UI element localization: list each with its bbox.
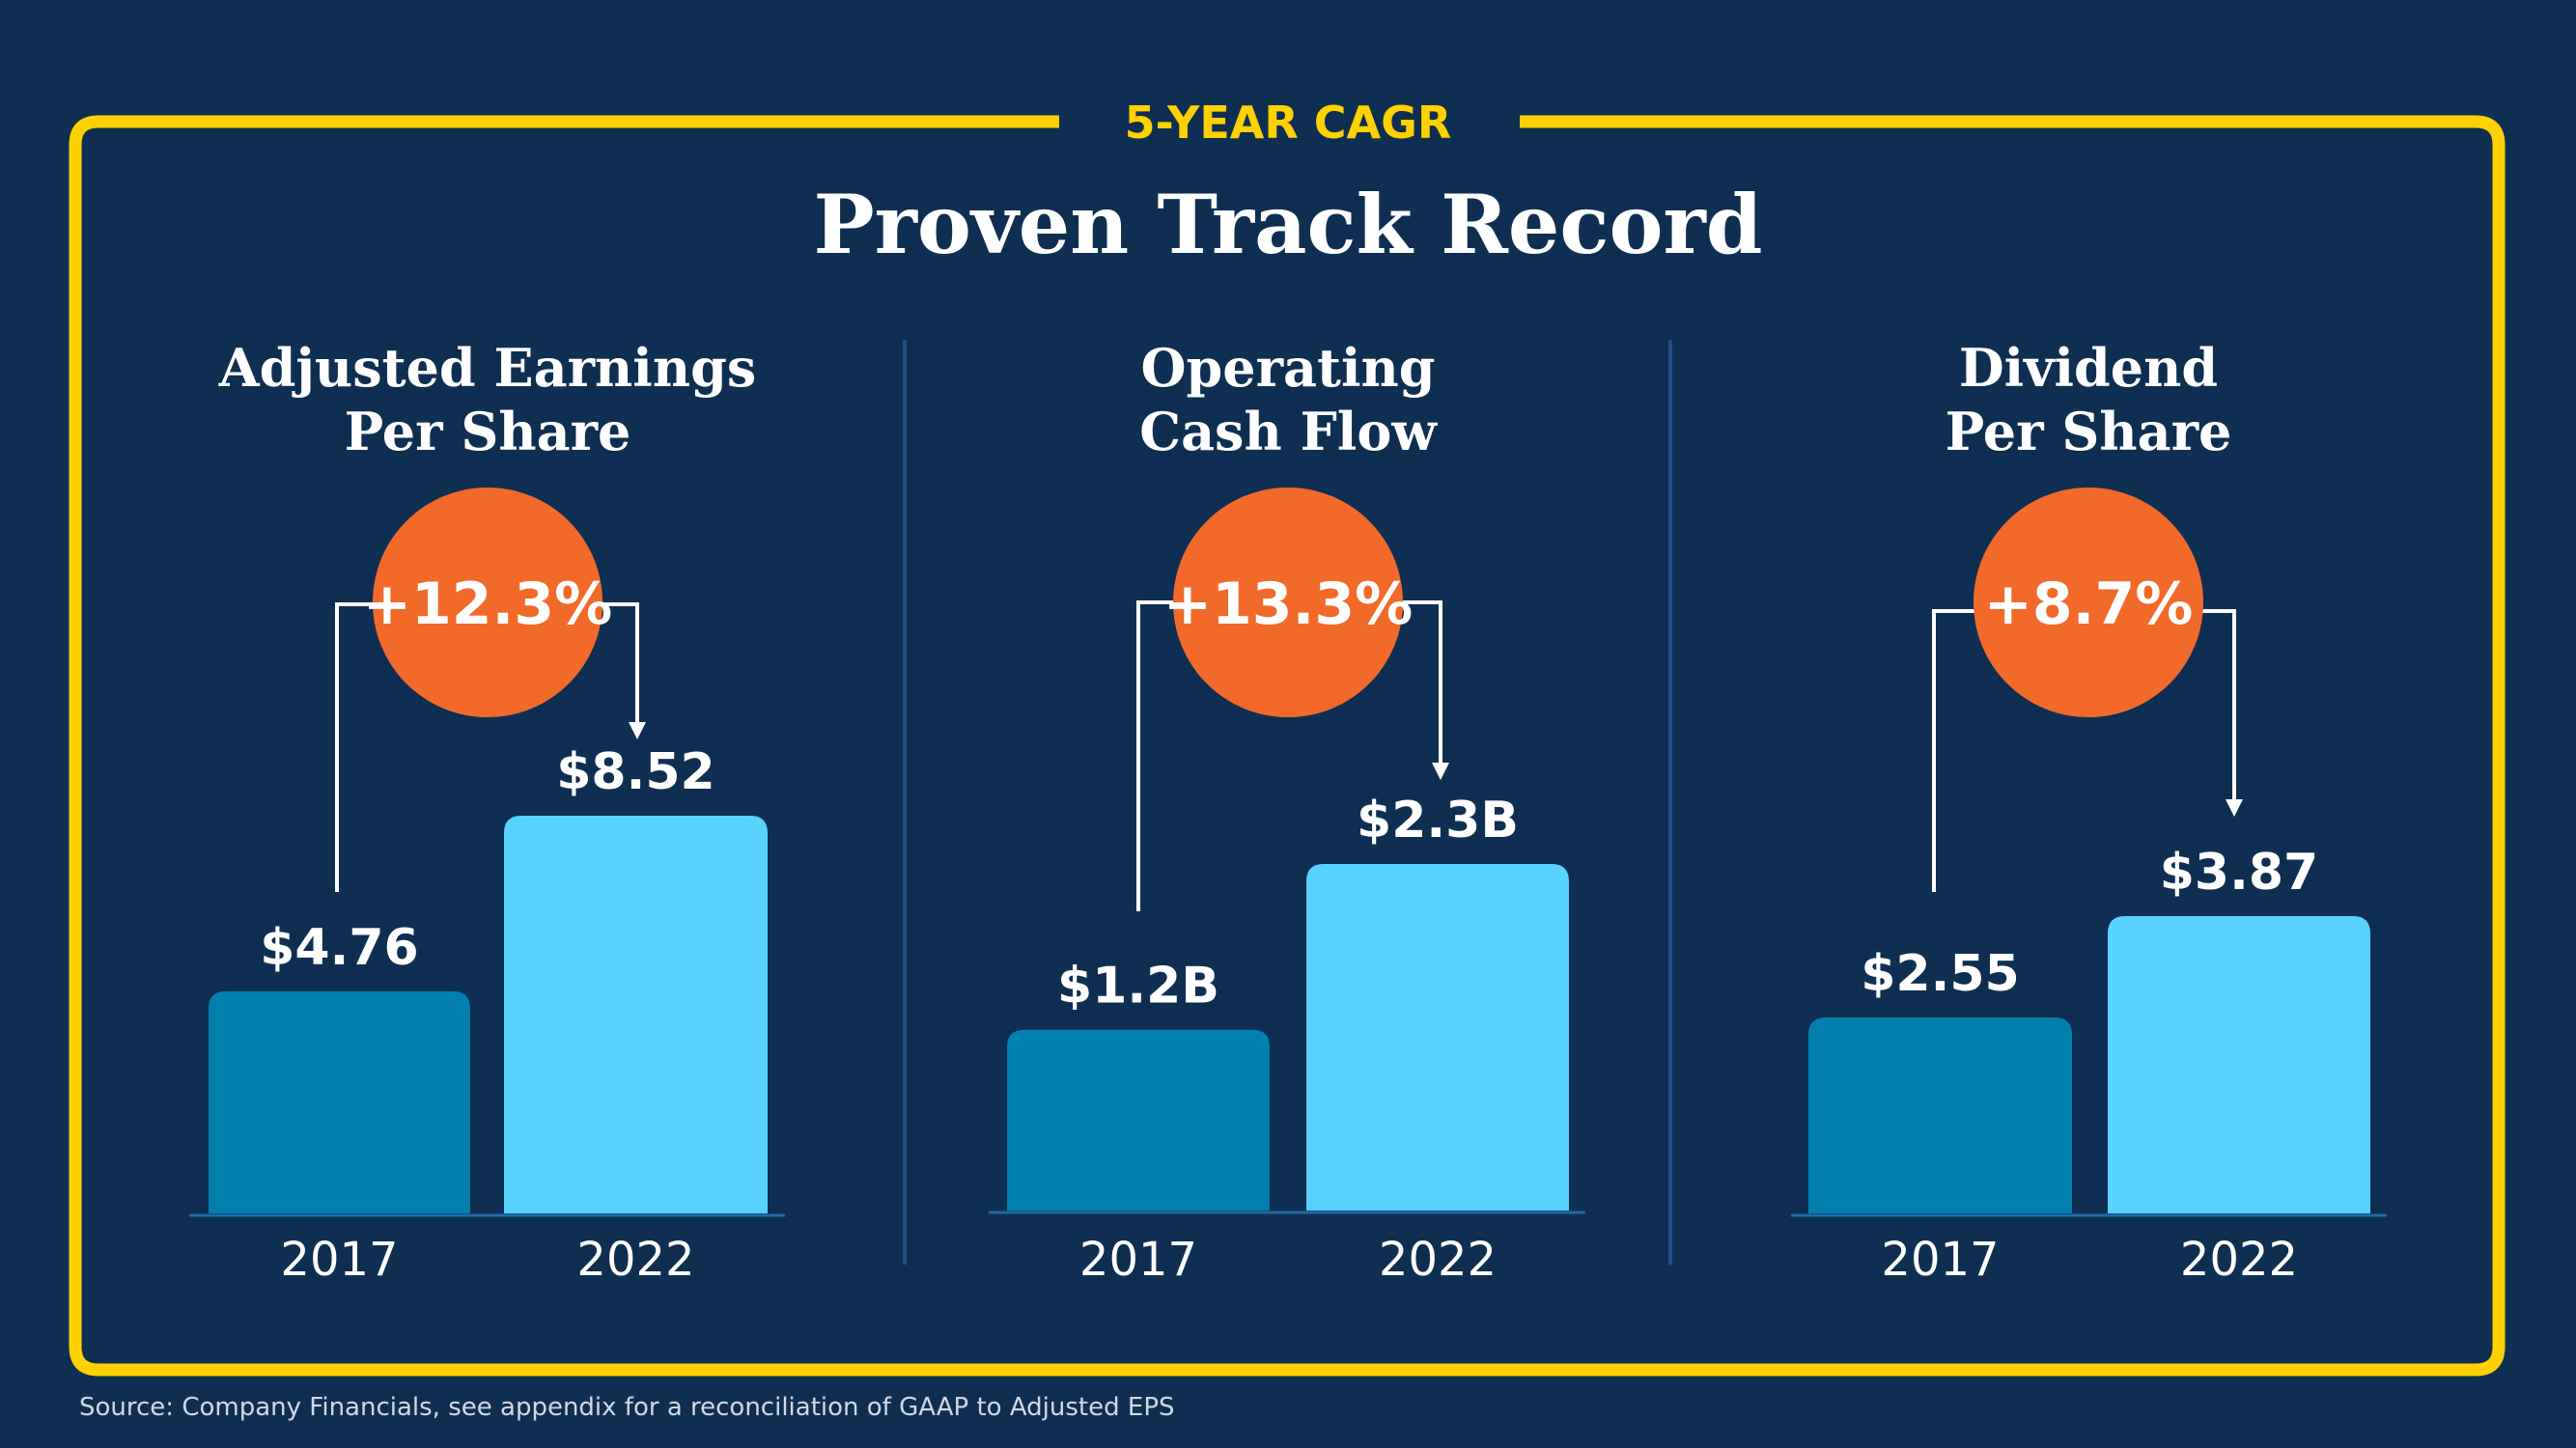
- year-tick-label: 2017: [1079, 1233, 1197, 1287]
- page-title: Proven Track Record: [813, 177, 1762, 272]
- frame-border: [69, 115, 2506, 1377]
- bar-value-label: $8.52: [556, 743, 714, 801]
- cagr-value: +12.3%: [363, 571, 612, 638]
- bar-2017: [209, 990, 470, 1213]
- cagr-badge: [1173, 487, 1403, 717]
- year-tick-label: 2022: [1379, 1233, 1497, 1287]
- cagr-badge: [1974, 487, 2203, 717]
- bar-2022: [504, 816, 768, 1213]
- panel-title-line: Per Share: [345, 401, 631, 462]
- cagr-value: +13.3%: [1163, 571, 1413, 638]
- year-tick-label: 2022: [576, 1233, 694, 1287]
- arrow-down-icon: [629, 722, 646, 739]
- bar-2017: [1007, 1029, 1270, 1211]
- kicker-label: 5-YEAR CAGR: [1125, 97, 1452, 149]
- year-tick-label: 2017: [280, 1233, 398, 1287]
- panel-title-line: Operating: [1140, 337, 1435, 399]
- panel-title-line: Cash Flow: [1139, 401, 1438, 462]
- bar-value-label: $3.87: [2160, 844, 2318, 902]
- bar-value-label: $2.3B: [1357, 792, 1519, 849]
- panel-title-line: Per Share: [1946, 401, 2232, 462]
- year-tick-label: 2022: [2180, 1233, 2298, 1287]
- bar-value-label: $1.2B: [1057, 958, 1219, 1016]
- bar-value-label: $4.76: [260, 919, 418, 977]
- cagr-value: +8.7%: [1984, 571, 2194, 638]
- arrow-down-icon: [1432, 763, 1449, 780]
- panel-title-line: Adjusted Earnings: [218, 337, 757, 399]
- arrow-down-icon: [2226, 799, 2243, 817]
- source-note: Source: Company Financials, see appendix…: [79, 1393, 1175, 1422]
- bar-value-label: $2.55: [1861, 945, 2019, 1003]
- panel-title-line: Dividend: [1959, 337, 2218, 399]
- bar-2022: [1306, 864, 1569, 1211]
- cagr-badge: [373, 487, 602, 717]
- bar-2022: [2108, 916, 2370, 1213]
- year-tick-label: 2017: [1881, 1233, 1999, 1287]
- bar-2017: [1808, 1017, 2072, 1213]
